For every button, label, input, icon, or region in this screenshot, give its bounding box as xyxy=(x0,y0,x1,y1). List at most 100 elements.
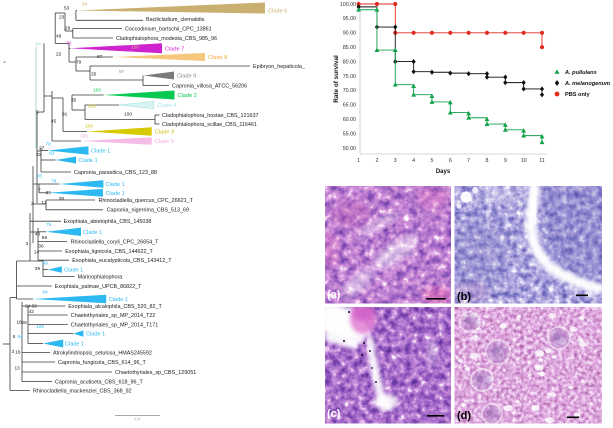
svg-text:5: 5 xyxy=(36,110,39,116)
svg-text:Capronia_acutiseta_CBS_618_96_: Capronia_acutiseta_CBS_618_96_T xyxy=(55,379,144,385)
svg-text:45: 45 xyxy=(51,119,57,125)
svg-text:5: 5 xyxy=(430,158,433,164)
svg-text:Epibryon_hepaticola_: Epibryon_hepaticola_ xyxy=(253,64,306,70)
svg-text:16: 16 xyxy=(17,320,23,326)
svg-text:Clade 1: Clade 1 xyxy=(106,191,125,197)
svg-text:36: 36 xyxy=(38,244,44,250)
svg-text:39: 39 xyxy=(35,266,41,272)
svg-text:100: 100 xyxy=(85,124,93,130)
svg-text:Cladophialophora_hostae_CBS_12: Cladophialophora_hostae_CBS_121637 xyxy=(162,113,259,119)
svg-text:100: 100 xyxy=(124,112,132,118)
svg-text:Clade 5: Clade 5 xyxy=(155,139,174,145)
svg-text:100: 100 xyxy=(36,324,44,330)
svg-text:14: 14 xyxy=(34,250,40,256)
svg-text:97: 97 xyxy=(119,69,125,75)
svg-text:Rhinocladiella_quercus_CPC_266: Rhinocladiella_quercus_CPC_26621_T xyxy=(99,198,194,204)
svg-text:27: 27 xyxy=(39,146,45,152)
svg-text:Chaetothyriales_sp_MP_2014_T17: Chaetothyriales_sp_MP_2014_T171 xyxy=(71,322,159,328)
svg-text:(b): (b) xyxy=(457,291,471,303)
svg-text:29: 29 xyxy=(65,26,71,32)
svg-text:13: 13 xyxy=(41,200,47,206)
svg-text:60.00: 60.00 xyxy=(343,117,356,123)
svg-text:5: 5 xyxy=(13,334,16,340)
svg-text:Clade 1: Clade 1 xyxy=(78,158,97,164)
svg-text:95.00: 95.00 xyxy=(343,16,356,22)
svg-text:Capronia_fungicola_CBS_614_96_: Capronia_fungicola_CBS_614_96_T xyxy=(58,360,147,366)
svg-text:35: 35 xyxy=(91,72,97,78)
svg-text:75: 75 xyxy=(46,222,52,228)
svg-text:Capronia_nigerrima_CBS_513_69: Capronia_nigerrima_CBS_513_69 xyxy=(107,208,189,214)
svg-text:94: 94 xyxy=(82,2,88,8)
svg-text:49: 49 xyxy=(56,34,62,40)
svg-text:Clade 1: Clade 1 xyxy=(65,342,84,348)
svg-text:7: 7 xyxy=(38,188,41,194)
svg-text:Marinophialophora: Marinophialophora xyxy=(78,275,123,281)
svg-text:78: 78 xyxy=(51,179,57,185)
svg-text:0.07: 0.07 xyxy=(134,418,141,422)
svg-text:3: 3 xyxy=(26,241,29,247)
svg-text:3: 3 xyxy=(12,349,15,355)
svg-text:3: 3 xyxy=(394,158,397,164)
svg-text:Cladophialophora_scillae_CBS_1: Cladophialophora_scillae_CBS_116461 xyxy=(162,122,257,128)
svg-text:16: 16 xyxy=(15,350,21,356)
svg-text:39: 39 xyxy=(59,196,65,202)
svg-text:(a): (a) xyxy=(327,289,341,301)
svg-text:Rhinocladiella_coryli_CPC_2665: Rhinocladiella_coryli_CPC_26654_T xyxy=(71,240,160,246)
svg-text:63: 63 xyxy=(32,304,38,310)
svg-text:1: 1 xyxy=(357,158,360,164)
svg-text:Clade 1: Clade 1 xyxy=(91,149,110,155)
svg-text:Clade 1: Clade 1 xyxy=(106,182,125,188)
svg-text:75.00: 75.00 xyxy=(343,74,356,80)
svg-text:2: 2 xyxy=(375,158,378,164)
svg-text:24: 24 xyxy=(25,304,31,310)
svg-text:Exophiala_abietophila_CBS_1450: Exophiala_abietophila_CBS_145038 xyxy=(64,219,152,225)
svg-text:Clade 8: Clade 8 xyxy=(208,55,227,61)
svg-text:90.00: 90.00 xyxy=(343,31,356,37)
svg-text:Clade 1: Clade 1 xyxy=(86,332,105,338)
svg-text:Chaetothyriales_sp_MP_2014_T22: Chaetothyriales_sp_MP_2014_T22 xyxy=(71,313,156,319)
svg-text:35: 35 xyxy=(71,98,77,104)
svg-text:A. pullulans: A. pullulans xyxy=(564,70,597,76)
svg-text:85.00: 85.00 xyxy=(343,45,356,51)
svg-text:23: 23 xyxy=(59,15,65,21)
svg-text:2: 2 xyxy=(31,201,34,207)
svg-text:Exophiala_alcalophila_CBS_520_: Exophiala_alcalophila_CBS_520_82_T xyxy=(68,304,162,310)
svg-text:Clade 2: Clade 2 xyxy=(178,93,197,99)
svg-text:Atrokylindriopsis_setulosa_HMA: Atrokylindriopsis_setulosa_HMAS245592 xyxy=(53,351,152,357)
svg-text:Rate of survival: Rate of survival xyxy=(333,55,340,103)
svg-text:Clade 9: Clade 9 xyxy=(177,74,196,80)
svg-text:83: 83 xyxy=(49,151,55,157)
svg-text:Rhinocladiella_mackenziei_CBS_: Rhinocladiella_mackenziei_CBS_368_92 xyxy=(33,388,132,394)
svg-text:Clade 3: Clade 3 xyxy=(155,130,174,136)
svg-text:42: 42 xyxy=(29,309,35,315)
svg-text:31: 31 xyxy=(36,152,42,158)
svg-text:65.00: 65.00 xyxy=(343,103,356,109)
svg-text:Chaetothyriales_sp_CBS_129051: Chaetothyriales_sp_CBS_129051 xyxy=(115,370,196,376)
svg-text:9: 9 xyxy=(504,158,507,164)
svg-text:99: 99 xyxy=(43,261,49,267)
svg-text:Coccodinium_bartschii_CPC_1386: Coccodinium_bartschii_CPC_13861 xyxy=(125,27,212,33)
svg-text:13: 13 xyxy=(15,366,21,372)
svg-text:Clade 1: Clade 1 xyxy=(64,268,83,274)
svg-text:Days: Days xyxy=(436,169,451,175)
svg-text:79: 79 xyxy=(76,60,82,66)
svg-text:Clade 6: Clade 6 xyxy=(268,9,287,15)
svg-text:50.00: 50.00 xyxy=(343,146,356,152)
svg-text:22: 22 xyxy=(56,52,62,58)
svg-text:Clade 1: Clade 1 xyxy=(109,297,128,303)
svg-text:78: 78 xyxy=(37,174,43,180)
svg-text:70.00: 70.00 xyxy=(343,88,356,94)
svg-text:Exophiala_eucalypticola_CBS_14: Exophiala_eucalypticola_CBS_143412_T xyxy=(72,258,172,264)
svg-text:100: 100 xyxy=(131,45,139,51)
svg-text:A. melanogenum: A. melanogenum xyxy=(564,81,610,87)
svg-text:(d): (d) xyxy=(457,410,471,422)
svg-text:(c): (c) xyxy=(327,408,341,420)
svg-text:8: 8 xyxy=(486,158,489,164)
svg-text:26: 26 xyxy=(22,320,28,326)
svg-text:100: 100 xyxy=(88,104,96,110)
svg-text:Clade 7: Clade 7 xyxy=(165,46,184,52)
svg-text:100.00: 100.00 xyxy=(340,2,356,8)
svg-text:Exophiala_lignicola_CBS_144622: Exophiala_lignicola_CBS_144622_T xyxy=(65,249,153,255)
svg-text:70: 70 xyxy=(66,40,72,46)
svg-text:100: 100 xyxy=(93,88,101,94)
